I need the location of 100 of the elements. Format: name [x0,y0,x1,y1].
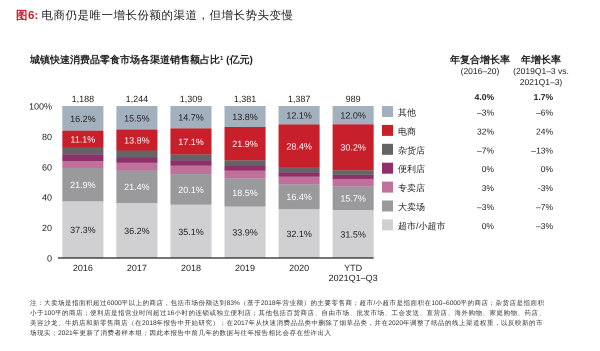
data-label: 21.4% [124,182,150,192]
bar [278,176,320,184]
bar [224,106,266,127]
text: 4.0% [474,92,494,102]
annotation: 1,387 [288,94,310,104]
data-label: 13.8% [232,112,258,122]
bar [278,168,320,172]
data-label: 12.1% [286,110,312,121]
legend-label: 电商 [398,126,416,136]
x-tick-label: 2020 [289,263,310,273]
bar [170,106,212,128]
x-tick-label: 2017 [126,263,147,273]
data-label: 12.0% [340,110,366,121]
bar [224,126,266,160]
bar [224,178,266,206]
bar [278,106,320,124]
bar [116,162,158,170]
bar [224,206,266,258]
bar [116,150,158,158]
bar [62,130,104,148]
text: 0% [482,220,494,231]
text: –6% [536,108,554,118]
data-label: 36.2% [124,226,150,236]
annotation: 1,188 [72,94,94,104]
bar [224,170,266,178]
bar [62,201,104,258]
annotation: 1,309 [180,94,202,104]
bar [332,178,374,186]
data-label: 20.1% [178,184,204,195]
bar [170,166,212,174]
bar [170,174,212,205]
bar [224,160,266,166]
data-label: 18.5% [232,188,258,198]
text: 0% [540,164,554,174]
annotation: 989 [346,94,361,104]
bar [62,154,104,162]
data-label: 16.4% [286,192,312,202]
bar [278,124,320,168]
y-tick-label: 40 [42,192,52,203]
bar [332,186,374,210]
text: –7% [536,202,554,212]
bar [62,168,104,202]
bar [332,124,374,170]
data-label: 30.2% [340,142,366,153]
chart-subtitle: 城镇快速消费品零食市场各渠道销售额占比$^{1}$ (亿元) [29,54,253,66]
data-label: 35.1% [178,226,204,237]
text: 年复合增长率 (2016–20) [449,54,510,76]
bar [170,160,212,166]
legend-label: 大卖场 [398,202,425,212]
y-tick-label: 60 [42,162,52,172]
x-tick-label: 2019 [235,263,256,273]
y-tick-label: 20 [42,223,52,234]
data-label: 15.5% [124,113,150,124]
text: –3% [476,202,494,212]
y-tick-label: 80 [42,132,52,142]
annotation: 1,244 [126,94,148,104]
data-label: 37.3% [70,225,96,236]
bar [170,128,212,154]
y-tick-label: 100% [28,102,52,112]
bar [278,172,320,177]
bar [332,210,374,258]
bar [170,154,212,160]
data-label: 16.2% [70,114,96,124]
data-label: 21.9% [70,180,96,190]
data-label: 17.1% [178,136,204,147]
data-label: 15.7% [340,194,366,204]
bar [116,158,158,163]
legend-label: 便利店 [398,164,425,174]
text: –13% [531,145,554,156]
legend-label: 专卖店 [398,183,425,194]
text: 0% [482,164,494,174]
data-label: 33.9% [232,228,258,238]
data-label: 11.1% [70,134,96,145]
x-tick-label: 2018 [180,263,201,273]
data-label: 21.9% [232,139,258,150]
data-label: 14.7% [178,112,204,123]
bar [62,161,104,168]
y-tick-label: 0 [46,254,52,264]
data-label: 28.4% [286,141,312,152]
text: -3% [538,183,554,194]
bar [116,106,158,130]
x-tick-label: 2016 [72,263,93,273]
text: –7% [476,145,494,156]
data-label: 13.8% [124,136,150,146]
bar [62,147,104,154]
bar [278,209,320,258]
text: –3% [476,108,494,118]
bar [170,204,212,258]
data-label: 32.1% [286,229,312,240]
bar [332,174,374,179]
bar [116,202,158,258]
x-tick-label: YTD 2021Q1–Q3 [328,263,378,283]
text: 32% [476,126,494,136]
legend-label: 超市/小超市 [398,220,446,231]
data-label: 31.5% [340,230,366,240]
bar [62,106,104,131]
chart-title: 图6: 电商仍是唯一增长份额的渠道，但增长势头变慢 [16,8,294,22]
annotation: 1,381 [234,94,256,104]
legend-label: 杂货店 [398,145,425,156]
bar [278,184,320,210]
